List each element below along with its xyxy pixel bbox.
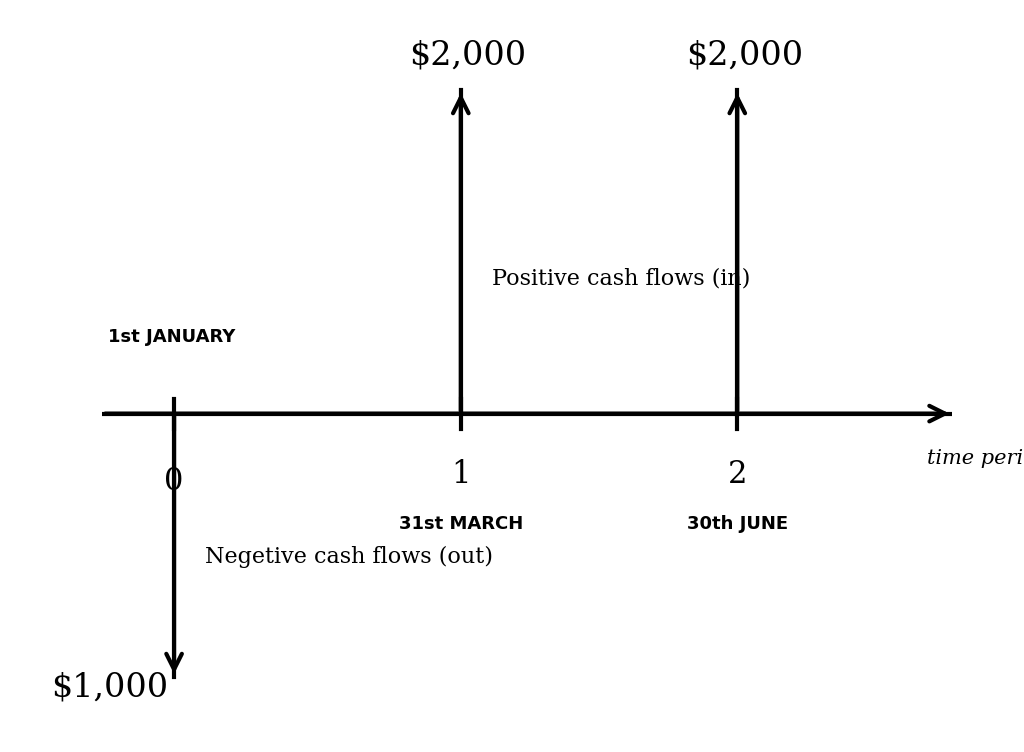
Text: $2,000: $2,000: [686, 39, 803, 71]
Text: Negetive cash flows (out): Negetive cash flows (out): [205, 545, 493, 568]
Text: 2: 2: [727, 459, 748, 490]
Text: 30th JUNE: 30th JUNE: [687, 515, 787, 533]
Text: Positive cash flows (in): Positive cash flows (in): [492, 267, 750, 290]
Text: 1: 1: [451, 459, 471, 490]
Text: 31st MARCH: 31st MARCH: [398, 515, 523, 533]
Text: $1,000: $1,000: [51, 671, 168, 703]
Text: 0: 0: [165, 466, 183, 497]
Text: time period: time period: [927, 449, 1024, 468]
Text: $2,000: $2,000: [410, 39, 526, 71]
Text: 1st JANUARY: 1st JANUARY: [108, 328, 234, 346]
